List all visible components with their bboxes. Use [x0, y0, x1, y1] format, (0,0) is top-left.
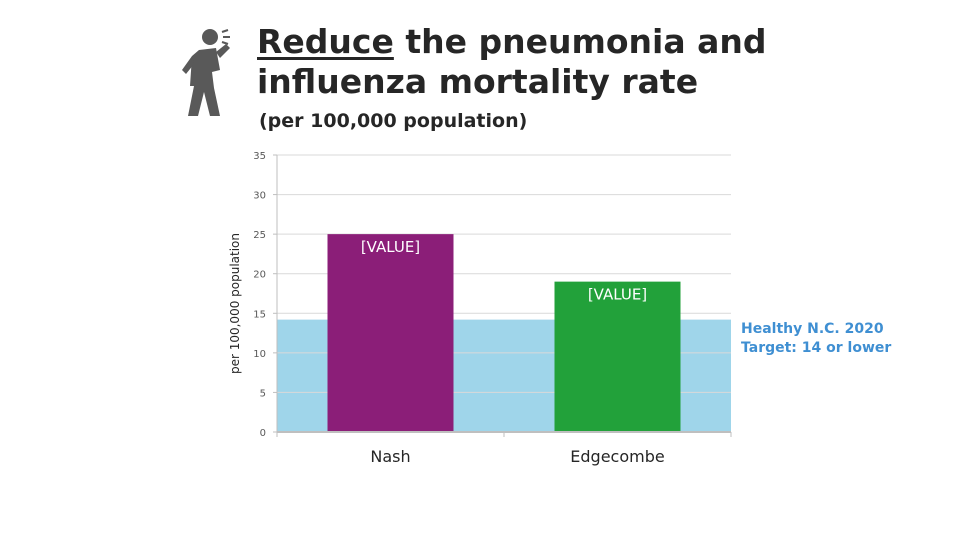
bar-edgecombe	[554, 281, 681, 432]
y-tick-label: 5	[260, 388, 266, 399]
y-axis-label: per 100,000 population	[228, 233, 242, 374]
y-tick-label: 15	[253, 309, 266, 320]
y-tick-label: 0	[260, 428, 266, 439]
person-coughing-icon	[182, 29, 230, 116]
page-title: Reduce the pneumonia and influenza morta…	[257, 22, 777, 102]
title-underlined-word: Reduce	[257, 22, 394, 61]
y-tick-label: 25	[253, 230, 266, 241]
x-tick-label: Edgecombe	[570, 447, 664, 466]
x-tick-label: Nash	[370, 447, 410, 466]
y-tick-label: 30	[253, 191, 266, 202]
title-rest: the pneumonia and influenza mortality ra…	[257, 22, 767, 101]
data-label: [VALUE]	[588, 286, 647, 304]
y-tick-label: 10	[253, 349, 266, 360]
bar-nash	[327, 234, 454, 432]
page-subtitle: (per 100,000 population)	[259, 110, 528, 132]
target-note: Healthy N.C. 2020 Target: 14 or lower	[741, 321, 892, 356]
y-tick-label: 20	[253, 270, 266, 281]
data-label: [VALUE]	[361, 238, 420, 256]
y-tick-label: 35	[253, 151, 266, 162]
